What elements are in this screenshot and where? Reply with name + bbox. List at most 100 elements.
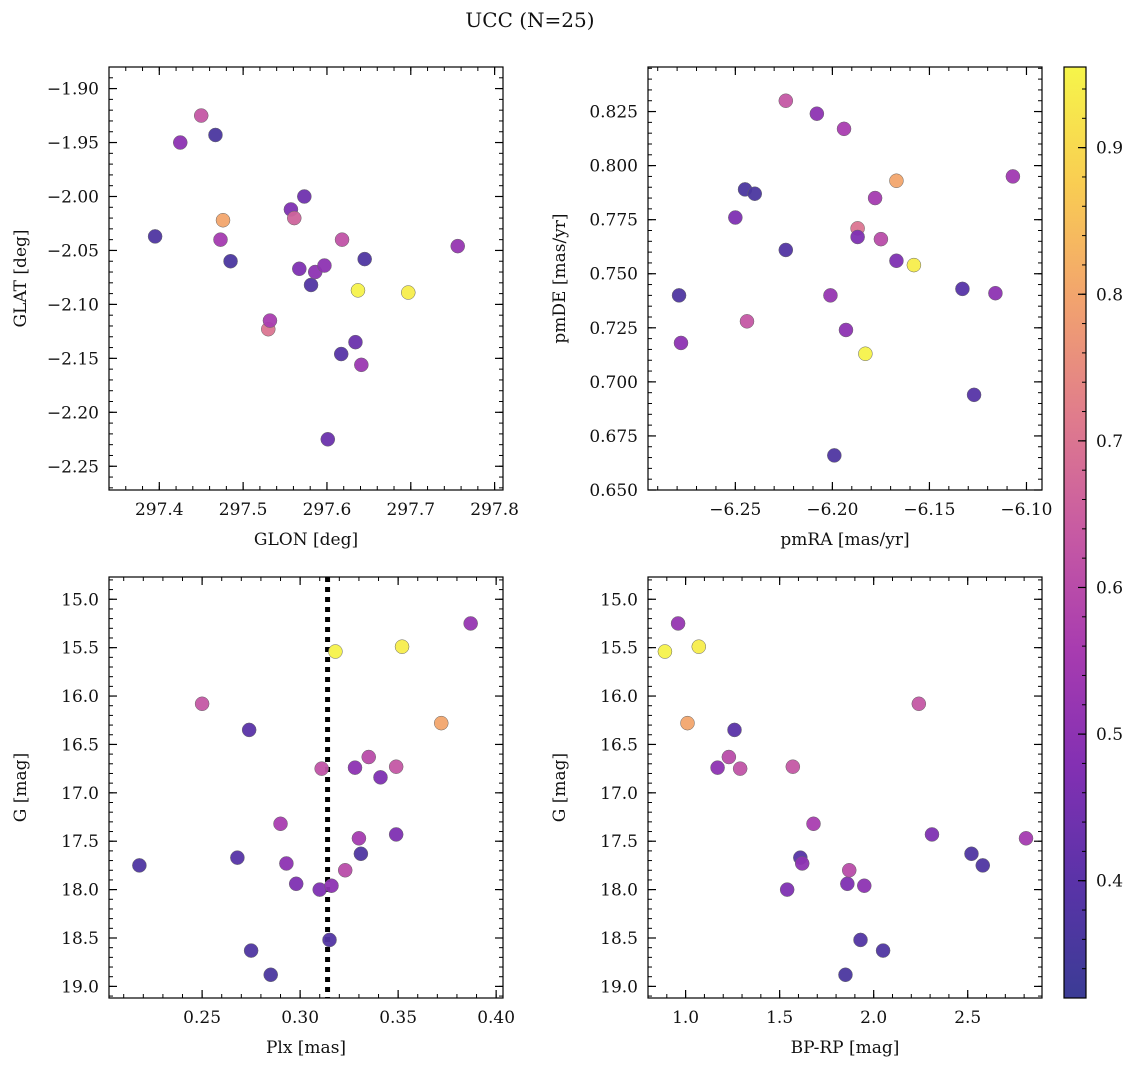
y-tick-label: −1.90 [47,80,99,100]
scatter-point [975,858,991,873]
scatter-point [964,846,979,862]
scatter-point [333,346,349,362]
scatter-point [353,846,369,862]
scatter-point [401,285,416,300]
scatter-point [213,232,228,247]
scatter-point [924,827,940,842]
y-tick-label: −2.20 [47,403,99,423]
scatter-point [721,749,737,765]
scatter-point [838,967,853,983]
scatter-point [241,722,257,738]
x-axis-label: GLON [deg] [254,530,358,550]
scatter-point [193,108,209,123]
y-tick-label: −2.25 [47,457,99,477]
scatter-point [173,135,188,150]
scatter-point [657,644,673,659]
axes-frame [647,576,1043,999]
colorbar-tick-label: 0.6 [1096,578,1123,598]
y-tick-label: 16.5 [61,735,99,755]
scatter-point [875,943,891,958]
y-tick-label: 19.0 [61,977,99,997]
x-axis-label: BP-RP [mag] [791,1038,900,1058]
y-tick-label: 17.5 [61,832,99,852]
scatter-point [838,322,854,338]
scatter-point [778,93,794,108]
scatter-point [279,856,294,871]
colorbar-tick-label: 0.9 [1096,139,1123,159]
scatter-point [778,242,794,258]
scatter-point [297,189,312,204]
scatter-point [739,314,755,329]
y-tick-label: 0.725 [589,319,638,339]
y-tick-label: 18.5 [61,929,99,949]
scatter-point [732,761,748,776]
scatter-point [347,760,363,775]
scatter-point [889,173,904,189]
y-tick-label: 15.5 [61,639,99,659]
y-tick-label: 17.5 [600,832,638,852]
scatter-point [317,258,332,273]
scatter-point [727,722,742,738]
x-tick-label: 297.6 [303,500,352,520]
scatter-point [710,760,725,775]
scatter-point [809,106,825,121]
axes-frame [647,66,1043,491]
axes-frame [108,576,504,999]
scatter-point [324,878,339,893]
y-tick-label: 15.0 [61,590,99,610]
scatter-point [858,346,873,362]
y-tick-label: 0.750 [589,265,638,285]
scatter-point [747,186,762,201]
scatter-point [857,878,872,893]
scatter-point [955,281,970,297]
scatter-point [434,715,449,731]
scatter-point [1018,831,1034,846]
scatter-point [388,759,404,774]
scatter-point [906,257,922,273]
scatter-point [350,283,366,298]
scatter-point [840,876,855,892]
y-tick-label: −2.00 [47,187,99,207]
y-tick-label: 16.0 [600,687,638,707]
scatter-point [670,616,686,631]
y-tick-label: 19.0 [600,977,638,997]
y-tick-label: 18.0 [61,881,99,901]
scatter-point [450,238,465,254]
y-tick-label: −2.05 [47,241,99,261]
y-axis-label: G [mag] [550,753,570,822]
scatter-point [354,357,369,373]
panel-plx-g: 0.25 0.30 0.35 0.40 15.0 15.5 16.0 16.5 17.0 17.5… [11,576,515,1058]
scatter-point [911,696,927,712]
scatter-point [351,831,367,846]
y-tick-label: −1.95 [47,134,99,154]
x-tick-label: −6.25 [709,500,761,520]
scatter-point [373,770,388,785]
scatter-point [223,253,238,269]
scatter-point [348,334,363,350]
y-tick-label: 15.0 [600,590,638,610]
scatter-point [337,862,353,878]
scatter-point [273,816,288,832]
scatter-point [328,644,343,659]
scatter-point [394,639,410,654]
scatter-point [322,932,337,948]
panels: 297.4 297.5 297.6 297.7 297.8 −2.25 −2.20 −2.15… [11,66,1053,1058]
scatter-point [230,850,245,865]
colorbar-tick-label: 0.7 [1096,432,1123,452]
scatter-point [680,715,695,731]
x-axis-label: Plx [mas] [266,1038,346,1058]
x-tick-label: 0.35 [379,1008,417,1028]
y-tick-label: 16.5 [600,735,638,755]
x-tick-label: 1.5 [766,1008,793,1028]
scatter-point [288,876,304,892]
y-tick-label: 15.5 [600,639,638,659]
y-tick-label: 0.675 [589,427,638,447]
scatter-point [728,210,743,225]
colorbar-tick-label: 0.5 [1096,725,1123,745]
y-tick-label: 0.700 [589,373,638,393]
y-axis-label: GLAT [deg] [11,229,31,327]
x-tick-label: −6.10 [1000,500,1052,520]
scatter-point [287,210,302,226]
colorbar-gradient [1063,66,1087,999]
scatter-point [194,696,210,712]
